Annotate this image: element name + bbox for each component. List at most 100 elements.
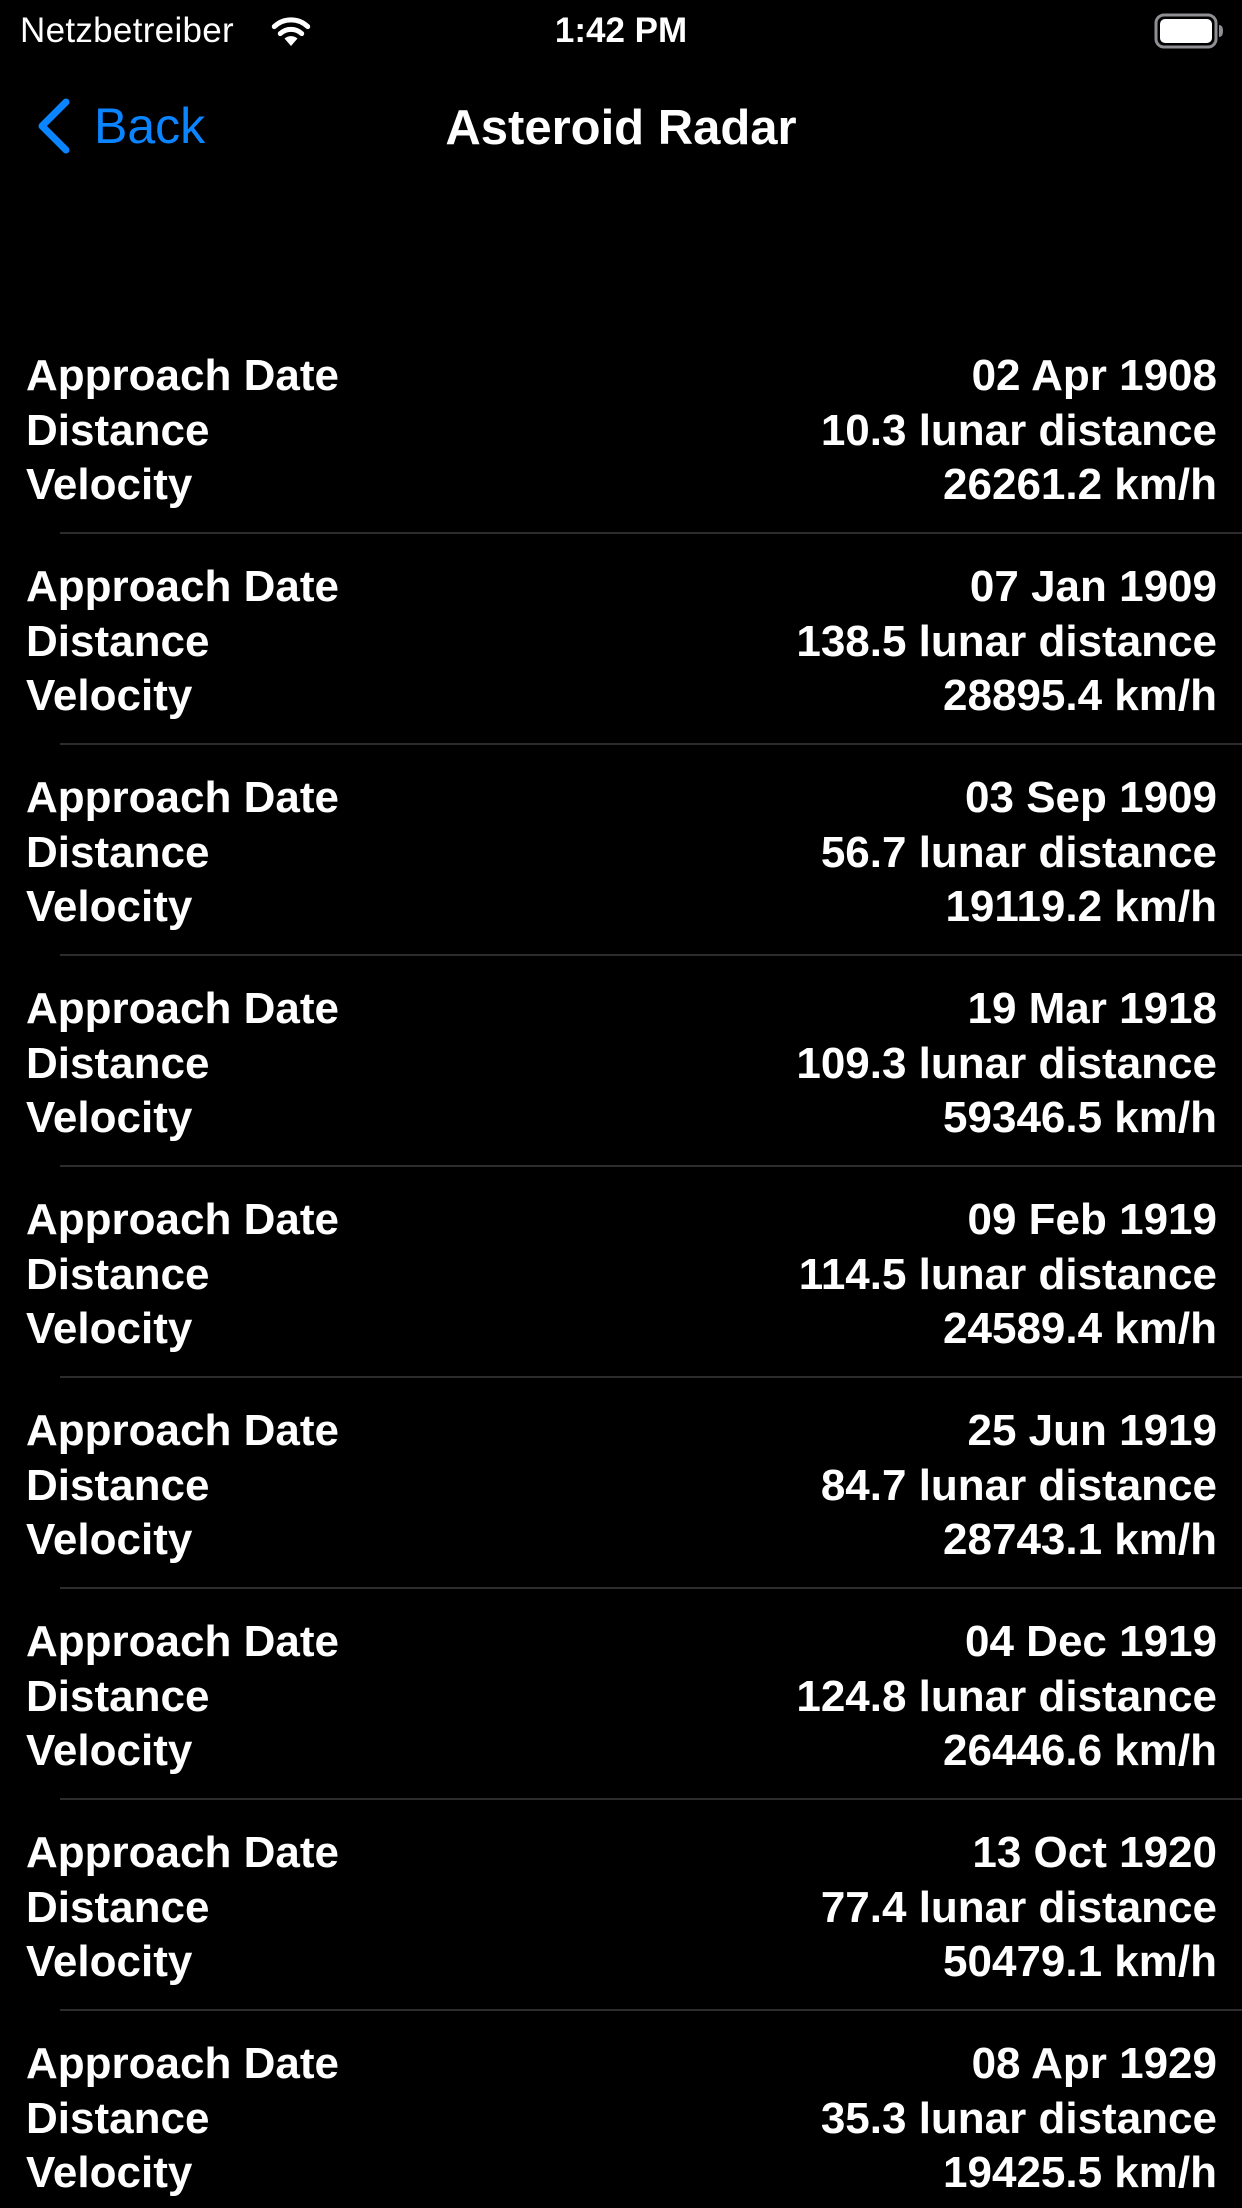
approach-date-value: 25 Jun 1919 [967,1406,1218,1455]
row-separator [60,1798,1242,1800]
approach-date-line: Approach Date 09 Feb 1919 [26,1193,1217,1247]
approach-date-label: Approach Date [26,1406,339,1455]
approach-date-line: Approach Date 07 Jan 1909 [26,560,1217,614]
approach-date-value: 02 Apr 1908 [971,351,1217,400]
distance-value: 124.8 lunar distance [796,1672,1217,1721]
distance-line: Distance 84.7 lunar distance [26,1459,1217,1513]
approach-date-label: Approach Date [26,773,339,822]
distance-label: Distance [26,406,210,455]
approach-date-label: Approach Date [26,984,339,1033]
approach-date-line: Approach Date 25 Jun 1919 [26,1404,1217,1458]
asteroid-row[interactable]: Approach Date 25 Jun 1919 Distance 84.7 … [0,1378,1242,1589]
status-bar: Netzbetreiber 1:42 PM [0,0,1242,62]
battery-icon [1154,13,1223,49]
distance-line: Distance 35.3 lunar distance [26,2092,1217,2146]
velocity-line: Velocity 19119.2 km/h [26,880,1217,934]
approach-date-value: 09 Feb 1919 [967,1195,1218,1244]
asteroid-row[interactable]: Approach Date 07 Jan 1909 Distance 138.5… [0,534,1242,745]
approach-date-value: 07 Jan 1909 [969,562,1217,611]
asteroid-row[interactable]: Approach Date 02 Apr 1908 Distance 10.3 … [0,323,1242,534]
distance-line: Distance 10.3 lunar distance [26,404,1217,458]
approach-date-label: Approach Date [26,2039,339,2088]
asteroid-row[interactable]: Approach Date 19 Mar 1918 Distance 109.3… [0,956,1242,1167]
distance-label: Distance [26,617,210,666]
back-button-label: Back [94,98,206,154]
back-button[interactable]: Back [34,94,205,158]
row-separator [60,1376,1242,1378]
approach-date-label: Approach Date [26,1195,339,1244]
approach-date-line: Approach Date 03 Sep 1909 [26,771,1217,825]
asteroid-list: Approach Date 02 Apr 1908 Distance 10.3 … [0,323,1242,2208]
approach-date-line: Approach Date 13 Oct 1920 [26,1826,1217,1880]
distance-value: 84.7 lunar distance [820,1461,1217,1510]
asteroid-row[interactable]: Approach Date 03 Sep 1909 Distance 56.7 … [0,745,1242,956]
approach-date-line: Approach Date 08 Apr 1929 [26,2037,1217,2091]
approach-date-line: Approach Date 04 Dec 1919 [26,1615,1217,1669]
approach-date-label: Approach Date [26,1828,339,1877]
asteroid-row[interactable]: Approach Date 09 Feb 1919 Distance 114.5… [0,1167,1242,1378]
status-time: 1:42 PM [554,11,688,50]
distance-value: 109.3 lunar distance [796,1039,1217,1088]
approach-date-value: 03 Sep 1909 [965,773,1217,822]
velocity-value: 26446.6 km/h [943,1726,1217,1775]
distance-line: Distance 138.5 lunar distance [26,615,1217,669]
velocity-line: Velocity 19425.5 km/h [26,2146,1217,2200]
distance-line: Distance 124.8 lunar distance [26,1670,1217,1724]
approach-date-label: Approach Date [26,1617,339,1666]
distance-line: Distance 109.3 lunar distance [26,1037,1217,1091]
approach-date-value: 04 Dec 1919 [965,1617,1217,1666]
distance-value: 56.7 lunar distance [820,828,1217,877]
asteroid-row[interactable]: Approach Date 08 Apr 1929 Distance 35.3 … [0,2011,1242,2208]
row-separator [60,743,1242,745]
distance-value: 10.3 lunar distance [820,406,1217,455]
velocity-line: Velocity 26261.2 km/h [26,458,1217,512]
distance-label: Distance [26,1461,210,1510]
velocity-value: 50479.1 km/h [943,1937,1217,1986]
distance-line: Distance 114.5 lunar distance [26,1248,1217,1302]
velocity-label: Velocity [26,1726,193,1775]
velocity-value: 19119.2 km/h [945,882,1217,931]
distance-label: Distance [26,1672,210,1721]
distance-value: 77.4 lunar distance [820,1883,1217,1932]
approach-date-value: 13 Oct 1920 [972,1828,1217,1877]
distance-value: 35.3 lunar distance [820,2094,1217,2143]
velocity-label: Velocity [26,460,193,509]
velocity-line: Velocity 24589.4 km/h [26,1302,1217,1356]
wifi-icon [271,17,311,46]
row-separator [60,532,1242,534]
velocity-line: Velocity 28743.1 km/h [26,1513,1217,1567]
distance-label: Distance [26,2094,210,2143]
velocity-value: 26261.2 km/h [943,460,1217,509]
row-separator [60,2009,1242,2011]
distance-line: Distance 77.4 lunar distance [26,1881,1217,1935]
velocity-line: Velocity 26446.6 km/h [26,1724,1217,1778]
approach-date-label: Approach Date [26,351,339,400]
asteroid-row[interactable]: Approach Date 13 Oct 1920 Distance 77.4 … [0,1800,1242,2011]
distance-label: Distance [26,828,210,877]
velocity-label: Velocity [26,1515,193,1564]
velocity-label: Velocity [26,882,193,931]
chevron-left-icon [38,98,70,154]
approach-date-value: 19 Mar 1918 [967,984,1217,1033]
distance-label: Distance [26,1250,210,1299]
velocity-label: Velocity [26,1304,193,1353]
asteroid-row[interactable]: Approach Date 04 Dec 1919 Distance 124.8… [0,1589,1242,1800]
distance-label: Distance [26,1039,210,1088]
row-separator [60,1165,1242,1167]
approach-date-label: Approach Date [26,562,339,611]
velocity-label: Velocity [26,1937,193,1986]
velocity-value: 28895.4 km/h [943,671,1217,720]
distance-value: 114.5 lunar distance [798,1250,1217,1299]
velocity-label: Velocity [26,2148,193,2197]
velocity-line: Velocity 50479.1 km/h [26,1935,1217,1989]
velocity-value: 28743.1 km/h [943,1515,1217,1564]
velocity-line: Velocity 28895.4 km/h [26,669,1217,723]
row-separator [60,1587,1242,1589]
velocity-line: Velocity 59346.5 km/h [26,1091,1217,1145]
approach-date-line: Approach Date 02 Apr 1908 [26,349,1217,403]
velocity-value: 19425.5 km/h [943,2148,1217,2197]
page-title: Asteroid Radar [445,101,797,155]
approach-date-value: 08 Apr 1929 [971,2039,1217,2088]
velocity-value: 59346.5 km/h [943,1093,1217,1142]
distance-label: Distance [26,1883,210,1932]
